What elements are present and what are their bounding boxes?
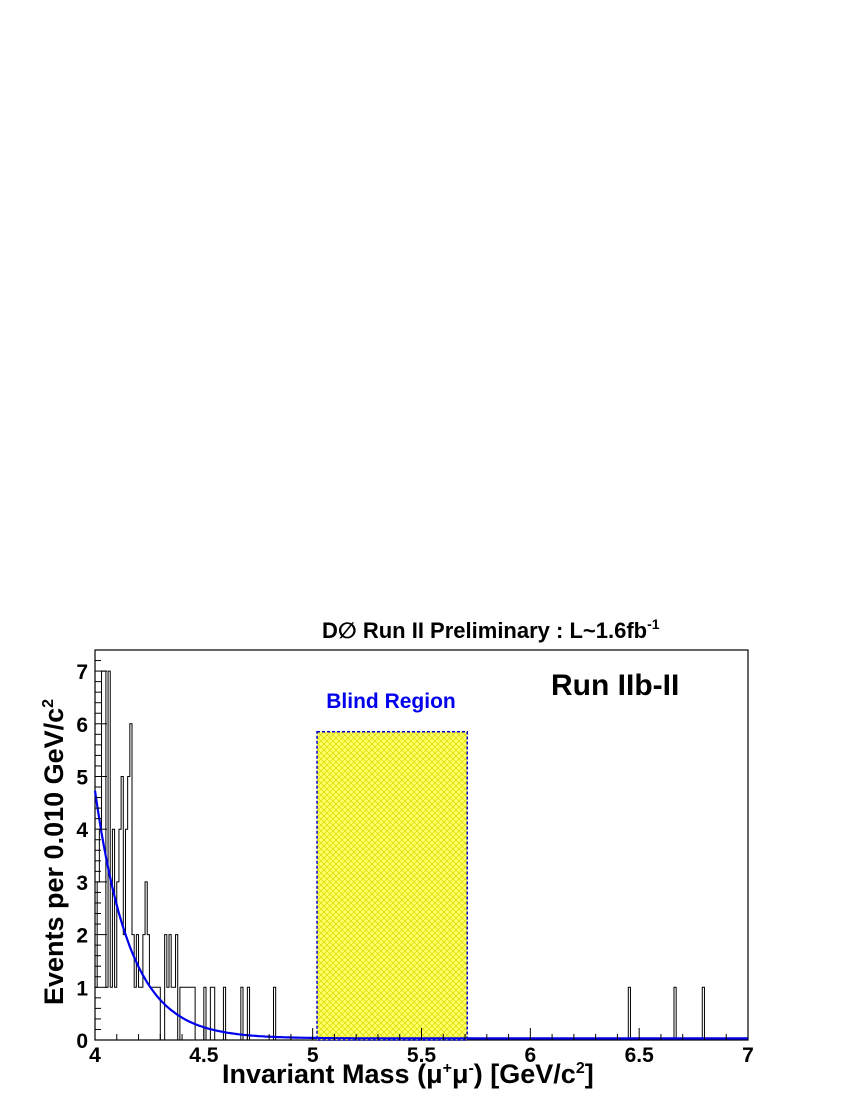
histogram-bin [701, 986, 705, 1041]
x-tick-label: 5 [307, 1044, 319, 1067]
histogram-bin [627, 986, 631, 1041]
y-tick-label: 6 [76, 714, 88, 737]
x-axis-label: Invariant Mass (μ+μ-) [GeV/c2] [222, 1059, 594, 1089]
blind-region-label: Blind Region [326, 690, 456, 713]
ylabel-part-1: 2 [40, 699, 57, 708]
chart-title: D∅ Run II Preliminary : L~1.6fb-1 [322, 616, 660, 643]
x-tick-label: 7 [742, 1044, 754, 1067]
y-axis-ticks: 0 1 2 3 4 5 6 7 [76, 649, 107, 1053]
xlabel-part-1: + [443, 1060, 452, 1077]
y-tick-label: 3 [76, 872, 88, 895]
xlabel-part-4: ) [GeV/c [474, 1059, 576, 1089]
y-tick-label: 1 [76, 977, 88, 1000]
x-axis-ticks: 4 4.5 5 5.5 6 6.5 7 [89, 1028, 754, 1067]
chart-title-main: D∅ Run II Preliminary : L~1.6fb [322, 618, 647, 643]
xlabel-part-5: 2 [576, 1060, 585, 1077]
histogram-outline [94, 670, 277, 1041]
x-tick-label: 4.5 [189, 1044, 219, 1067]
blind-region [316, 730, 468, 1041]
y-tick-label: 2 [76, 925, 88, 948]
xlabel-part-2: μ [452, 1059, 469, 1089]
xlabel-part-3: - [468, 1060, 473, 1077]
run-annotation: Run IIb-II [551, 669, 679, 702]
x-tick-label: 5.5 [407, 1044, 437, 1067]
xlabel-part-0: Invariant Mass (μ [222, 1059, 443, 1089]
xlabel-part-6: ] [585, 1059, 594, 1089]
y-axis-label: Events per 0.010 GeV/c2 [39, 699, 69, 1005]
chart-title-sup: -1 [647, 616, 660, 632]
y-tick-label: 5 [76, 766, 88, 789]
x-tick-label: 6.5 [625, 1044, 655, 1067]
x-tick-label: 4 [89, 1044, 101, 1067]
y-tick-label: 0 [76, 1030, 88, 1053]
x-tick-label: 6 [524, 1044, 536, 1067]
histogram-bin [673, 986, 677, 1041]
histogram [94, 670, 705, 1041]
y-tick-label: 4 [76, 819, 88, 842]
y-tick-label: 7 [76, 661, 88, 684]
blind-region-box [316, 730, 468, 1041]
ylabel-part-0: Events per 0.010 GeV/c [39, 708, 69, 1005]
